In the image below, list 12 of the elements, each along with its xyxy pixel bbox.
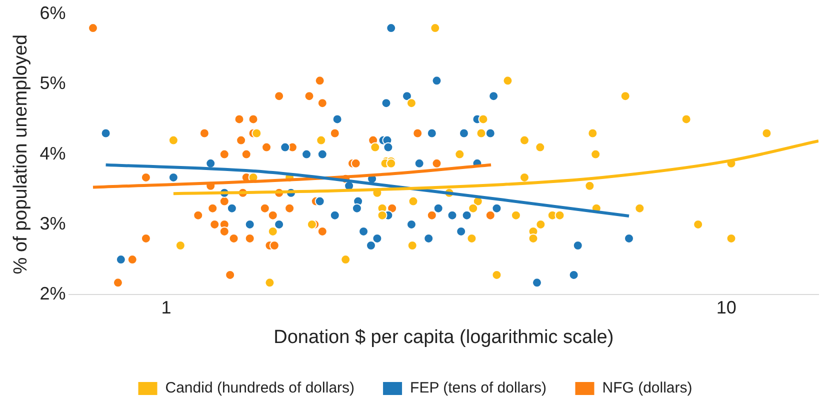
y-tick-label: 4% <box>40 143 66 164</box>
y-tick-label: 5% <box>40 73 66 94</box>
legend-label: NFG (dollars) <box>602 380 692 397</box>
y-tick-label: 6% <box>40 2 66 23</box>
legend-label: FEP (tens of dollars) <box>410 380 546 397</box>
y-axis-title: % of population unemployed <box>10 34 32 274</box>
x-axis-title: Donation $ per capita (logarithmic scale) <box>274 326 614 348</box>
legend-label: Candid (hundreds of dollars) <box>165 380 355 397</box>
x-tick-label: 10 <box>716 297 736 318</box>
y-tick-label: 3% <box>40 213 66 234</box>
x-tick-label: 1 <box>161 297 172 318</box>
y-tick-label: 2% <box>40 284 66 304</box>
